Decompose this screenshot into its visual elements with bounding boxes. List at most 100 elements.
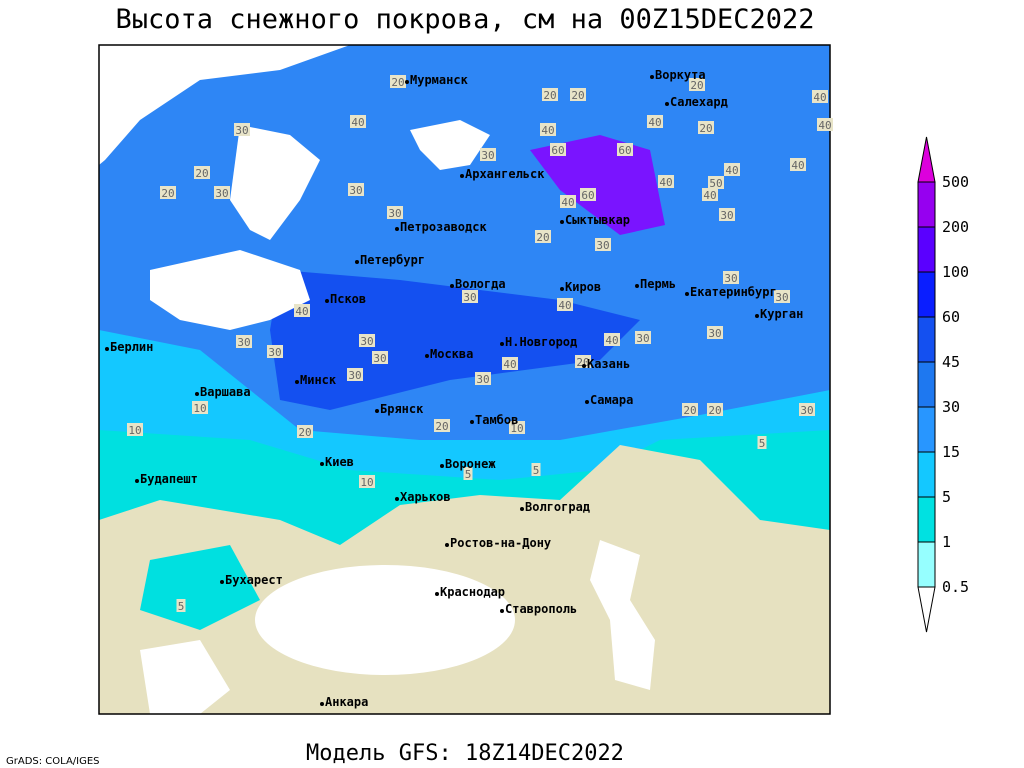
city-label: Берлин — [110, 340, 153, 354]
contour-label: 20 — [161, 187, 174, 200]
contour-label-box — [560, 195, 576, 208]
credit: GrADS: COLA/IGES — [6, 756, 100, 767]
city-dot — [220, 580, 224, 584]
contour-label-box — [719, 208, 735, 221]
colorbar-swatch — [917, 136, 936, 183]
contour-label: 40 — [561, 196, 574, 209]
contour-label-box — [799, 403, 815, 416]
contour-label-box — [359, 334, 375, 347]
city-dot — [295, 380, 299, 384]
city-label: Харьков — [400, 490, 451, 504]
contour-label-box — [707, 326, 723, 339]
city-dot — [450, 284, 454, 288]
contour-label-box — [236, 335, 252, 348]
contour-label: 20 — [195, 167, 208, 180]
contour-label-box — [817, 118, 833, 131]
city-label: Киев — [325, 455, 354, 469]
contour-label-box — [297, 425, 313, 438]
contour-label-box — [475, 372, 491, 385]
city-label: Варшава — [200, 385, 251, 399]
city-label: Казань — [587, 357, 630, 371]
contour-label: 5 — [465, 468, 472, 481]
map-frame — [98, 44, 831, 715]
colorbar-swatch — [917, 181, 936, 228]
city-label: Екатеринбург — [690, 285, 777, 299]
city-dot — [405, 80, 409, 84]
contour-label-box — [790, 158, 806, 171]
contour-label: 30 — [235, 124, 248, 137]
contour-label-box — [390, 75, 406, 88]
colorbar-label: 100 — [942, 263, 969, 281]
city-label: Н.Новгород — [505, 335, 577, 349]
contour-label: 20 — [708, 404, 721, 417]
contour-label-box — [698, 121, 714, 134]
contour-label-box — [463, 467, 473, 480]
contour-label-box — [531, 463, 541, 476]
contour-label: 30 — [348, 369, 361, 382]
city-label: Волгоград — [525, 500, 590, 514]
contour-label: 10 — [193, 402, 206, 415]
contour-label-box — [434, 419, 450, 432]
contour-label-box — [350, 115, 366, 128]
contour-label-box — [604, 333, 620, 346]
colorbar-swatch — [917, 496, 936, 543]
contour-label-box — [234, 123, 250, 136]
city-dot — [440, 464, 444, 468]
city-dot — [375, 409, 379, 413]
contour-label-box — [194, 166, 210, 179]
contour-label: 30 — [800, 404, 813, 417]
city-dot — [520, 507, 524, 511]
title: Высота снежного покрова, см на 00Z15DEC2… — [116, 4, 815, 35]
contour-label-box — [658, 175, 674, 188]
contour-label: 30 — [596, 239, 609, 252]
city-label: Воркута — [655, 68, 706, 82]
city-label: Курган — [760, 307, 803, 321]
contour-label-box — [214, 186, 230, 199]
colorbar-swatch — [917, 361, 936, 408]
contour-label-box — [724, 163, 740, 176]
contour-label: 40 — [813, 91, 826, 104]
contour-label: 50 — [709, 177, 722, 190]
contour-label-box — [192, 401, 208, 414]
cities: Мурманск Воркута Салехард Архангельск Сыктыв… — [105, 68, 803, 709]
contour-label: 20 — [536, 231, 549, 244]
contour-label: 40 — [558, 299, 571, 312]
contour-label-box — [387, 206, 403, 219]
contour-label: 30 — [349, 184, 362, 197]
city-dot — [560, 287, 564, 291]
city-dot — [355, 260, 359, 264]
colorbar-swatch — [917, 406, 936, 453]
contour-label: 30 — [708, 327, 721, 340]
contour-label-box — [702, 188, 718, 201]
contour-label-box — [176, 599, 186, 612]
contour-label-box — [774, 290, 790, 303]
city-label: Москва — [430, 347, 473, 361]
contour-label-box — [708, 176, 724, 189]
city-dot — [435, 592, 439, 596]
colorbar-label: 0.5 — [942, 578, 969, 596]
contour-label: 20 — [435, 420, 448, 433]
contour-label-box — [647, 115, 663, 128]
city-label: Киров — [565, 280, 601, 294]
contour-label-box — [535, 230, 551, 243]
contour-label: 5 — [178, 600, 185, 613]
city-label: Салехард — [670, 95, 728, 109]
contour-label: 40 — [503, 358, 516, 371]
city-dot — [755, 314, 759, 318]
city-dot — [135, 479, 139, 483]
colorbar-label: 45 — [942, 353, 960, 371]
contour-label: 20 — [298, 426, 311, 439]
contour-label: 10 — [510, 422, 523, 435]
city-dot — [460, 174, 464, 178]
contour-label: 30 — [476, 373, 489, 386]
contour-label: 30 — [636, 332, 649, 345]
colorbar-label: 5 — [942, 488, 951, 506]
colorbar-label: 30 — [942, 398, 960, 416]
contour-label-box — [347, 368, 363, 381]
contour-label: 20 — [543, 89, 556, 102]
contour-label-box — [540, 123, 556, 136]
contour-label-box — [294, 304, 310, 317]
contour-label-box — [682, 403, 698, 416]
contour-label-box — [557, 298, 573, 311]
